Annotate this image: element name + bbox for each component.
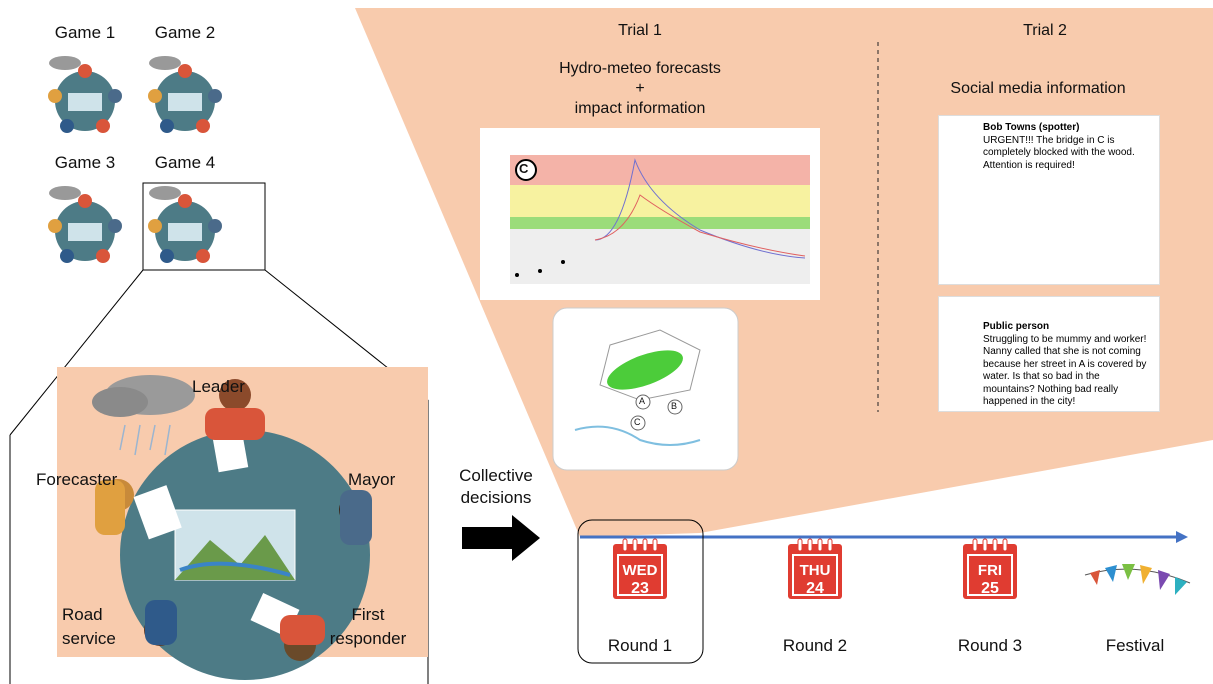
calendar-ring xyxy=(642,538,648,552)
calendar-ring xyxy=(817,538,823,552)
game-label: Game 3 xyxy=(54,153,116,172)
map-label: A xyxy=(639,396,646,406)
round-label: Round 1 xyxy=(607,636,673,655)
calendar xyxy=(963,544,1017,599)
game-player xyxy=(48,89,62,103)
decision-arrow xyxy=(462,515,540,561)
post: Public person Struggling to be mummy and … xyxy=(938,296,1160,412)
round-label: Round 3 xyxy=(957,636,1023,655)
game-player xyxy=(148,89,162,103)
calendar-ring xyxy=(807,538,813,552)
trial-subtitle: Social media information xyxy=(950,80,1126,97)
map-label: C xyxy=(634,417,641,427)
game-player xyxy=(160,249,174,263)
game-label: Game 4 xyxy=(154,153,216,172)
game-player xyxy=(160,119,174,133)
game-player xyxy=(178,194,192,208)
game-player xyxy=(178,64,192,78)
round-label: Round 2 xyxy=(782,636,848,655)
game-cloud xyxy=(149,56,181,70)
game-cloud xyxy=(49,56,81,70)
calendar-face xyxy=(792,554,838,596)
timeline-head xyxy=(1176,531,1188,543)
game-label: Game 1 xyxy=(54,23,116,42)
trial-subtitle: Hydro-meteo forecasts xyxy=(559,60,721,77)
calendar-ring xyxy=(982,538,988,552)
calendar-ring xyxy=(622,538,628,552)
calendar-date: 23 xyxy=(631,580,649,597)
calendar-ring xyxy=(972,538,978,552)
game-player xyxy=(78,194,92,208)
trial-subtitle: impact information xyxy=(574,100,706,117)
role: Forecaster xyxy=(36,470,118,489)
calendar-day: FRI xyxy=(978,562,1002,579)
game-player xyxy=(108,89,122,103)
game-cloud xyxy=(149,186,181,200)
calendar-face xyxy=(617,554,663,596)
trial-title: Trial 1 xyxy=(618,22,662,39)
post-text: URGENT!!! The bridge in C is completely … xyxy=(983,134,1135,171)
game-player xyxy=(96,119,110,133)
game-player xyxy=(208,89,222,103)
game-player xyxy=(60,249,74,263)
game-map xyxy=(68,93,102,111)
game-player xyxy=(208,219,222,233)
calendar-ring xyxy=(652,538,658,552)
calendar xyxy=(788,544,842,599)
game-player xyxy=(96,249,110,263)
game-player xyxy=(196,249,210,263)
trial-title: Trial 2 xyxy=(1023,22,1067,39)
calendar xyxy=(613,544,667,599)
round-1-box xyxy=(577,519,704,664)
calendar-date: 24 xyxy=(806,580,824,597)
arrow-label: Collective decisions xyxy=(459,466,533,507)
role: Road service xyxy=(62,605,116,648)
calendar-date: 25 xyxy=(981,580,999,597)
forecast-chart xyxy=(480,128,820,300)
calendar-ring xyxy=(1002,538,1008,552)
game-player xyxy=(60,119,74,133)
map-label: B xyxy=(671,401,678,411)
game-map xyxy=(68,223,102,241)
festival-label: Festival xyxy=(1105,636,1165,655)
post-text: Struggling to be mummy and worker! Nanny… xyxy=(983,333,1147,408)
game-player xyxy=(148,219,162,233)
impact-map xyxy=(552,307,739,471)
trial-subtitle: + xyxy=(635,80,645,97)
role: First responder xyxy=(329,605,407,648)
role: Mayor xyxy=(348,470,396,489)
game-4-box xyxy=(142,182,266,271)
calendar-ring xyxy=(992,538,998,552)
post-author: Public person xyxy=(983,321,1050,332)
bunting xyxy=(1084,564,1191,595)
game-cloud xyxy=(49,186,81,200)
chart-label: C xyxy=(519,161,529,176)
zoom-line xyxy=(9,269,144,436)
calendar-day: THU xyxy=(800,562,831,579)
post: Bob Towns (spotter) URGENT!!! The bridge … xyxy=(938,115,1160,285)
game-player xyxy=(48,219,62,233)
table-illustration xyxy=(92,375,372,680)
game-player xyxy=(108,219,122,233)
game-map xyxy=(168,93,202,111)
calendar-face xyxy=(967,554,1013,596)
role: Leader xyxy=(192,377,245,396)
game-player xyxy=(196,119,210,133)
post-author: Bob Towns (spotter) xyxy=(983,122,1080,133)
calendar-ring xyxy=(797,538,803,552)
game-label: Game 2 xyxy=(154,23,216,42)
game-map xyxy=(168,223,202,241)
calendar-ring xyxy=(827,538,833,552)
game-player xyxy=(78,64,92,78)
calendar-ring xyxy=(632,538,638,552)
calendar-day: WED xyxy=(623,562,658,579)
